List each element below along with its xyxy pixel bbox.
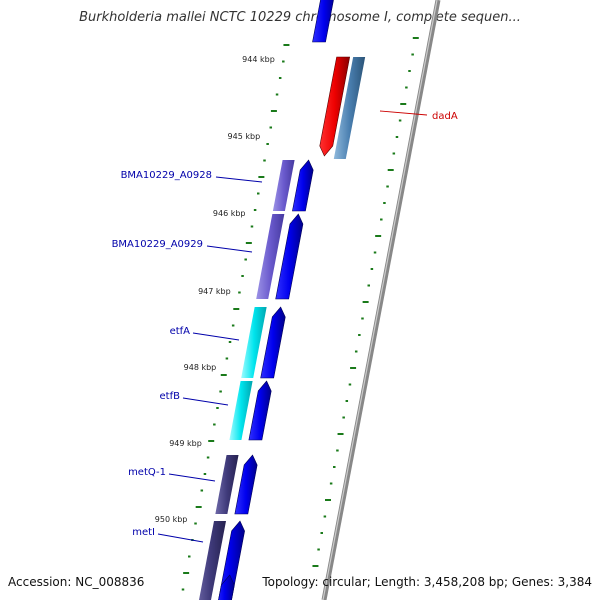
cds-arrow[interactable] — [234, 454, 258, 515]
backbone-track — [321, 0, 441, 600]
gene-label-etfb[interactable]: etfB — [160, 391, 181, 402]
gene-label-dada[interactable]: dadA — [432, 111, 458, 122]
summary-text: Topology: circular; Length: 3,458,208 bp… — [262, 575, 592, 589]
cds-arrow[interactable] — [215, 574, 235, 600]
accession-text: Accession: NC_008836 — [8, 575, 145, 589]
tick-label: 946 kbp — [213, 209, 246, 218]
gene-label-track: dadA BMA10229_A0928 BMA10229_A0929 etfA etfB… — [112, 110, 458, 543]
gene-label-meti[interactable]: metI — [132, 527, 155, 538]
gene-bar[interactable] — [256, 214, 285, 299]
map-title: Burkholderia mallei NCTC 10229 chromosom… — [79, 10, 521, 25]
gene-bar[interactable] — [215, 455, 239, 514]
gene-bar[interactable] — [241, 307, 267, 378]
tick-label: 944 kbp — [242, 55, 275, 64]
gene-label-bma10229_a0928[interactable]: BMA10229_A0928 — [121, 170, 212, 181]
gene-label-connector — [215, 176, 263, 183]
tick-label: 948 kbp — [184, 363, 217, 372]
tick-label: 945 kbp — [228, 132, 261, 141]
gene-label-connector — [192, 332, 240, 341]
gc-dot-track — [181, 37, 419, 591]
gene-label-connector — [168, 473, 216, 482]
cds-arrow[interactable] — [275, 213, 304, 300]
tick-label: 949 kbp — [169, 439, 202, 448]
gene-label-bma10229_a0929[interactable]: BMA10229_A0929 — [112, 239, 203, 250]
cds-arrow[interactable] — [319, 56, 351, 157]
gene-bar[interactable] — [333, 57, 366, 159]
backbone-highlight — [322, 0, 438, 600]
backbone-line — [321, 0, 441, 600]
gene-bar[interactable] — [272, 160, 295, 211]
cds-arrow[interactable] — [260, 306, 286, 379]
gene-bar[interactable] — [229, 381, 253, 440]
tick-label: 947 kbp — [198, 287, 231, 296]
gene-label-connector — [182, 397, 229, 406]
gene-label-connector — [206, 245, 253, 253]
tick-track: 944 kbp 945 kbp 946 kbp 947 kbp 948 kbp 949 k… — [155, 55, 275, 524]
gene-label-etfa[interactable]: etfA — [170, 326, 191, 337]
tick-label: 950 kbp — [155, 515, 188, 524]
gene-label-connector — [379, 110, 428, 116]
gene-label-connector — [157, 533, 204, 543]
gene-label-metq-1[interactable]: metQ-1 — [128, 467, 166, 478]
cds-arrow[interactable] — [248, 380, 272, 441]
cds-arrow[interactable] — [292, 159, 314, 212]
cds-arrow[interactable] — [312, 0, 336, 43]
gene-bar[interactable] — [195, 521, 227, 600]
feature-track — [195, 0, 366, 600]
